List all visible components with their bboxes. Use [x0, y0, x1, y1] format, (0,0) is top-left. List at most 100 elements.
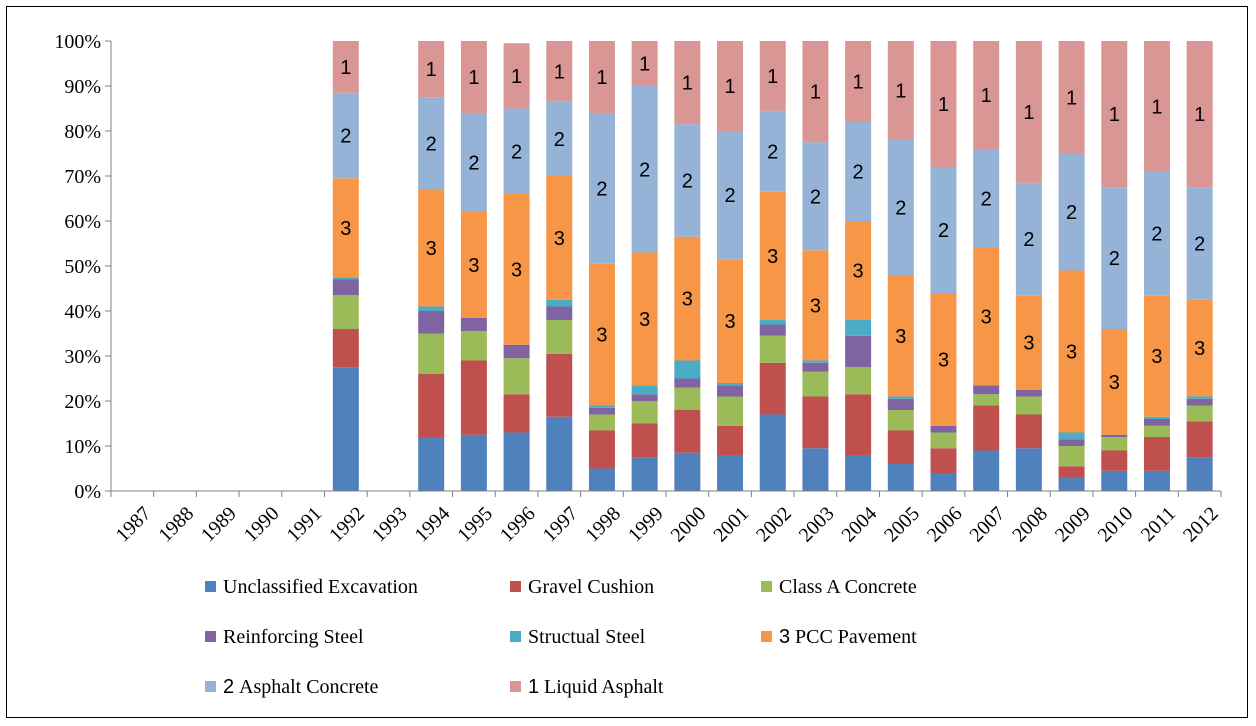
bar-segment: [1143, 416, 1170, 419]
bar-segment: [1186, 405, 1213, 422]
bar-segment: [1101, 450, 1128, 471]
segment-label: 1: [1194, 104, 1205, 126]
bar-segment: [759, 362, 786, 415]
segment-label: 2: [724, 185, 735, 207]
x-tick-label: 2000: [667, 503, 711, 547]
segment-label: 3: [1023, 333, 1034, 355]
x-tick-label: 2004: [837, 503, 881, 547]
x-tick-label: 1989: [197, 503, 241, 547]
bar-segment: [1186, 41, 1213, 188]
segment-label: 3: [810, 295, 821, 317]
legend-swatch: [761, 631, 772, 642]
x-tick-label: 2012: [1179, 503, 1223, 547]
axes: [110, 41, 1221, 492]
legend-marker-label: 1: [528, 676, 539, 698]
bar-segment: [887, 140, 914, 275]
bar-segment: [973, 394, 1000, 406]
segment-label: 3: [596, 325, 607, 347]
legend-swatch: [205, 681, 216, 692]
bar-segment: [1143, 425, 1170, 437]
bar-segment: [759, 335, 786, 363]
bar-segment: [503, 43, 530, 109]
segment-label: 3: [1151, 346, 1162, 368]
bar-segment: [1143, 419, 1170, 426]
bar-segment: [332, 279, 359, 296]
segment-label: 1: [1151, 96, 1162, 118]
bar-segment: [1101, 437, 1128, 451]
y-tick-label: 70%: [64, 166, 101, 188]
segment-label: 3: [682, 289, 693, 311]
bar-segment: [546, 353, 573, 417]
segment-label: 3: [639, 309, 650, 331]
bar-segment: [887, 396, 914, 399]
bar-segment: [802, 142, 829, 251]
bar-segment: [674, 124, 701, 237]
segment-label: 2: [1194, 234, 1205, 256]
legend-entry: Liquid Asphalt: [544, 676, 664, 698]
segment-label: 1: [1023, 102, 1034, 124]
bar-segment: [460, 212, 487, 318]
bar-segment: [802, 41, 829, 143]
segment-label: 1: [511, 66, 522, 88]
bar-segment: [503, 194, 530, 345]
legend-swatch: [510, 581, 521, 592]
bar-segment: [1015, 295, 1042, 390]
bar-segment: [418, 311, 445, 334]
bar-segment: [717, 455, 744, 491]
bar-segment: [546, 41, 573, 102]
segment-label: 2: [1023, 229, 1034, 251]
segment-label: 1: [981, 85, 992, 107]
bar-segment: [845, 320, 872, 336]
x-tick-label: 2008: [1008, 503, 1052, 547]
x-tick-label: 2007: [965, 503, 1009, 547]
y-tick-label: 80%: [64, 121, 101, 143]
x-tick-label: 2002: [752, 503, 796, 547]
x-tick-label: 2003: [795, 503, 839, 547]
stacked-bar-chart: 0% 10% 20% 30% 40% 50% 60% 70% 80% 90% 100% 3 2 1 3 2 1…: [54, 31, 1223, 698]
bar-segment: [332, 329, 359, 368]
bar-segment: [1143, 295, 1170, 417]
bar-segment: [674, 452, 701, 491]
bar-segment: [930, 425, 957, 433]
legend-entry: Class A Concrete: [779, 576, 917, 598]
segment-label: 2: [639, 159, 650, 181]
bar-segment: [631, 401, 658, 424]
bar-segment: [1015, 182, 1042, 296]
bar-segment: [460, 317, 487, 332]
bar-segment: [546, 176, 573, 300]
bar-segment: [1143, 437, 1170, 471]
bar-segment: [930, 473, 957, 491]
segment-label: 2: [981, 189, 992, 211]
bar-segment: [418, 437, 445, 491]
bar-segment: [973, 405, 1000, 451]
chart-frame: 0% 10% 20% 30% 40% 50% 60% 70% 80% 90% 100% 3 2 1 3 2 1…: [6, 6, 1248, 718]
bar-segment: [1058, 270, 1085, 433]
x-tick-label: 1995: [453, 503, 497, 547]
bar-segment: [717, 385, 744, 397]
segment-label: 2: [767, 141, 778, 163]
x-tick-label: 1992: [325, 503, 369, 547]
bar-segment: [1143, 41, 1170, 172]
bar-segment: [973, 41, 1000, 149]
x-tick-label: 1996: [496, 503, 540, 547]
segment-label: 2: [340, 126, 351, 148]
bar-segment: [674, 236, 701, 361]
bar-segment: [503, 432, 530, 491]
bar-segment: [845, 221, 872, 320]
legend: Unclassified Excavation Gravel Cushion Cla…: [205, 576, 917, 698]
bar-segment: [845, 455, 872, 491]
y-tick-label: 0%: [74, 481, 101, 503]
bar-segment: [588, 430, 615, 469]
bar-segment: [332, 41, 359, 93]
bar-segment: [759, 414, 786, 491]
bar-segment: [1015, 389, 1042, 397]
bar-segment: [759, 191, 786, 320]
x-tick-label: 1999: [624, 503, 668, 547]
bar-segment: [1186, 299, 1213, 397]
legend-entry: Structual Steel: [528, 626, 646, 648]
segment-label: 1: [810, 82, 821, 104]
bar-segment: [930, 432, 957, 449]
bar-segment: [930, 293, 957, 426]
bar-segment: [802, 371, 829, 397]
x-axis-ticks: 1987198819891990199119921993199419951996…: [110, 491, 1223, 547]
